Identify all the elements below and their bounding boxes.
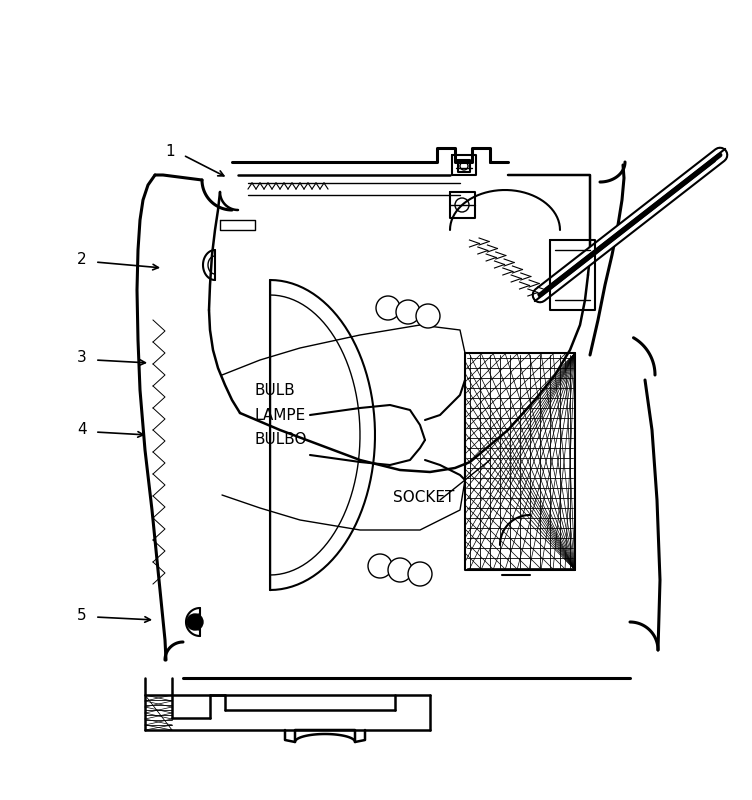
Text: 2: 2 <box>77 253 86 267</box>
Text: 3: 3 <box>77 350 87 366</box>
Circle shape <box>408 562 432 586</box>
Circle shape <box>388 558 412 582</box>
Text: 4: 4 <box>77 422 86 438</box>
Circle shape <box>376 296 400 320</box>
Circle shape <box>368 554 392 578</box>
Text: SOCKET: SOCKET <box>393 490 454 505</box>
Text: 1: 1 <box>165 145 174 159</box>
Text: 5: 5 <box>77 607 86 622</box>
Text: BULB
LAMPE
BULBO: BULB LAMPE BULBO <box>255 383 308 447</box>
Circle shape <box>416 304 440 328</box>
Circle shape <box>396 300 420 324</box>
Circle shape <box>187 614 203 630</box>
